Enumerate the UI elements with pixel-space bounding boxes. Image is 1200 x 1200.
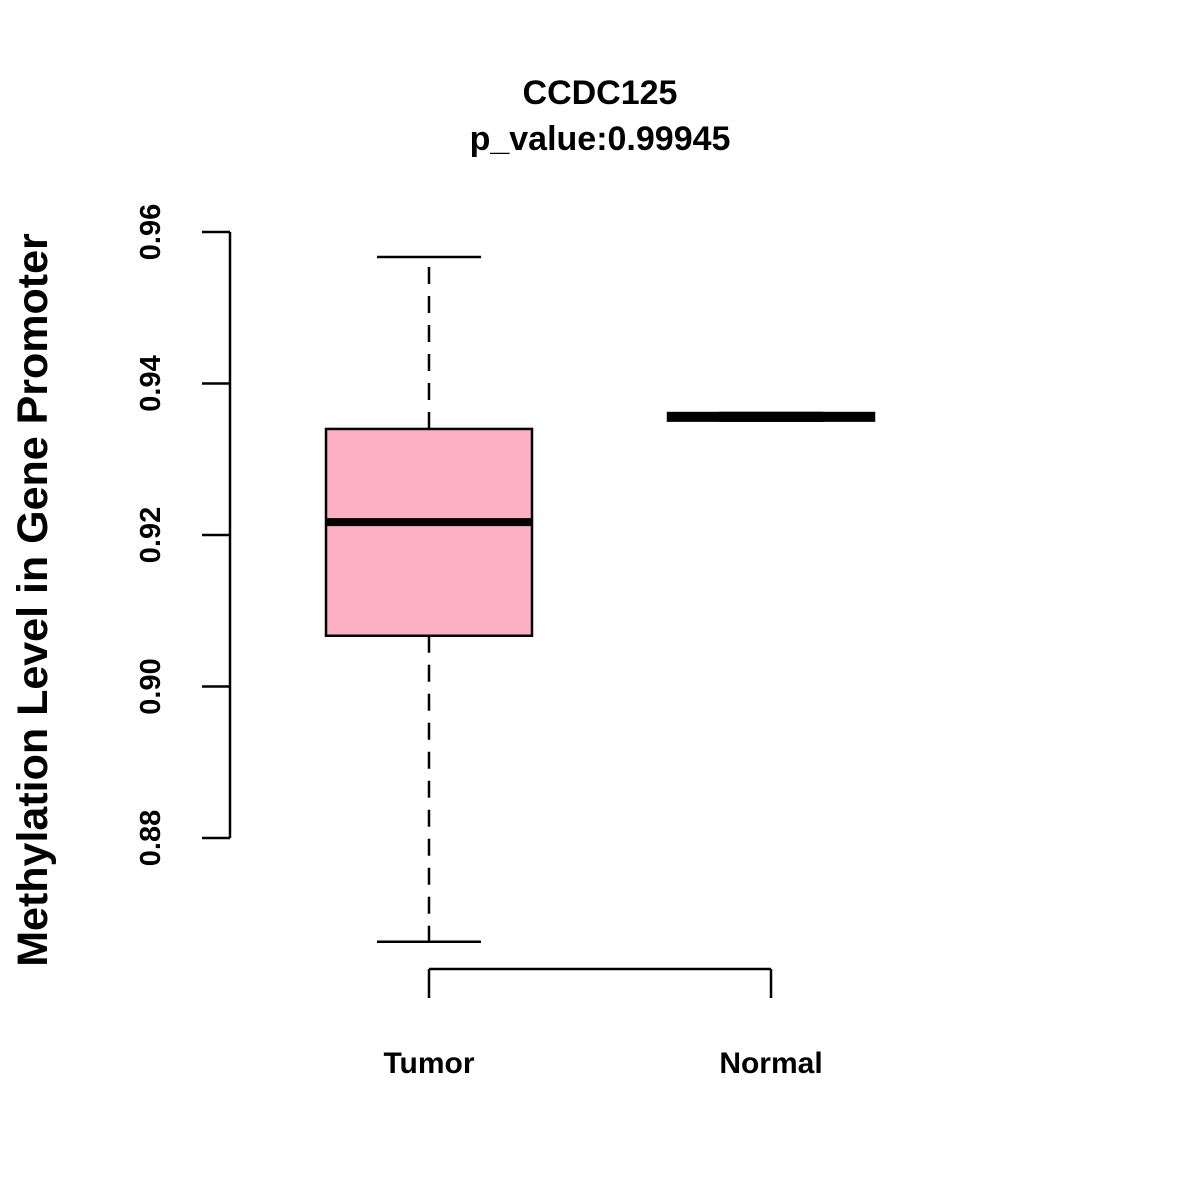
x-tick-label: Normal bbox=[719, 1047, 822, 1080]
box-tumor bbox=[324, 255, 534, 944]
y-tick-label: 0.88 bbox=[135, 810, 167, 866]
y-tick-label: 0.94 bbox=[135, 355, 167, 411]
boxes bbox=[324, 255, 876, 944]
y-axis: 0.88 0.90 0.92 0.94 0.96 bbox=[135, 204, 232, 866]
x-tick-label: Tumor bbox=[383, 1047, 474, 1080]
box-normal bbox=[666, 411, 876, 422]
chart-title: CCDC125 bbox=[523, 74, 678, 112]
x-axis: Tumor Normal bbox=[383, 967, 823, 1080]
y-tick-label: 0.92 bbox=[135, 507, 167, 563]
y-tick-label: 0.90 bbox=[135, 658, 167, 714]
y-axis-label: Methylation Level in Gene Promoter bbox=[9, 233, 57, 967]
y-tick-label: 0.96 bbox=[135, 204, 167, 260]
chart-subtitle: p_value:0.99945 bbox=[470, 120, 731, 158]
iqr-box bbox=[324, 427, 534, 637]
